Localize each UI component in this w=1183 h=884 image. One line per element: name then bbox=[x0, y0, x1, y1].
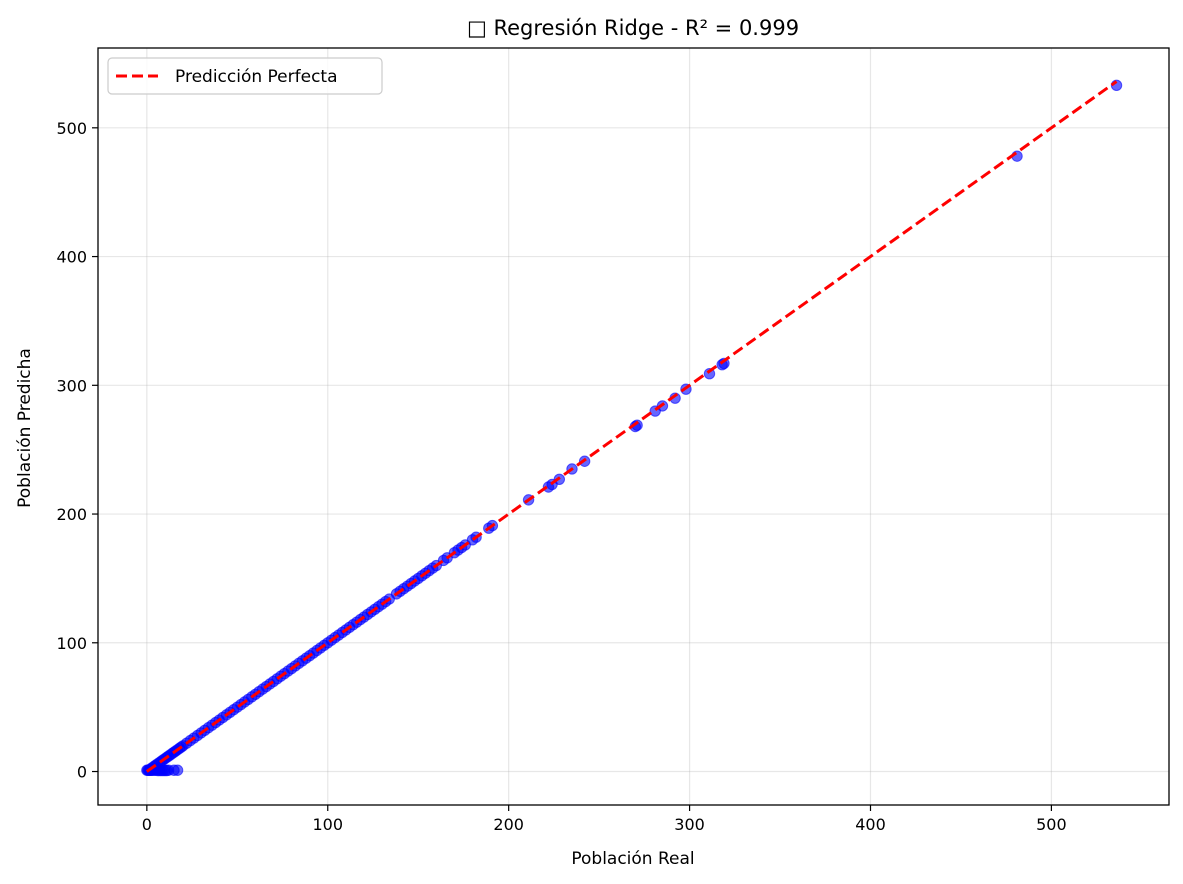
chart-title: □ Regresión Ridge - R² = 0.999 bbox=[467, 16, 799, 40]
x-axis-ticks: 0 100 200 300 400 500 bbox=[142, 805, 1067, 834]
legend-label: Predicción Perfecta bbox=[175, 67, 338, 87]
y-tick-label: 300 bbox=[56, 376, 87, 395]
y-tick-label: 100 bbox=[56, 634, 87, 653]
y-tick-label: 400 bbox=[56, 248, 87, 267]
y-tick-label: 0 bbox=[77, 763, 87, 782]
x-axis-label: Población Real bbox=[571, 849, 694, 869]
x-tick-label: 300 bbox=[674, 815, 705, 834]
data-point bbox=[172, 765, 182, 775]
y-tick-label: 500 bbox=[56, 119, 87, 138]
x-tick-label: 200 bbox=[493, 815, 524, 834]
x-tick-label: 500 bbox=[1036, 815, 1067, 834]
y-axis-label: Población Predicha bbox=[15, 348, 35, 508]
x-tick-label: 0 bbox=[142, 815, 152, 834]
x-tick-label: 100 bbox=[312, 815, 343, 834]
x-tick-label: 400 bbox=[855, 815, 886, 834]
perfect-prediction-line bbox=[147, 81, 1117, 771]
legend: Predicción Perfecta bbox=[108, 58, 382, 94]
y-axis-ticks: 0 100 200 300 400 500 bbox=[56, 119, 98, 782]
y-tick-label: 200 bbox=[56, 505, 87, 524]
